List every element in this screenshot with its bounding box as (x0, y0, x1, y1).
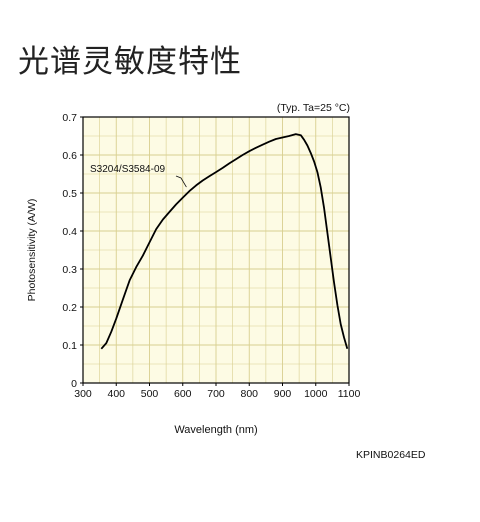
grid-lines (83, 117, 349, 383)
x-tick-label: 1000 (304, 388, 328, 400)
y-tick-label: 0.6 (62, 150, 77, 162)
x-tick-label: 800 (240, 388, 258, 400)
annotation-leader-line (175, 175, 187, 188)
x-tick-label: 1100 (338, 388, 361, 400)
x-axis-label: Wavelength (nm) (174, 424, 257, 436)
x-tick-label: 600 (174, 388, 192, 400)
curve-S3204-S3584-09 (100, 133, 349, 350)
x-tick-label: 300 (74, 388, 92, 400)
y-tick-label: 0.4 (62, 226, 77, 238)
x-tick-label: 900 (274, 388, 292, 400)
y-tick-label: 0.7 (62, 112, 77, 124)
x-tick-label: 400 (107, 388, 125, 400)
y-tick-label: 0.3 (62, 264, 77, 276)
x-tick-label: 700 (207, 388, 225, 400)
condition-label: (Typ. Ta=25 °C) (277, 102, 350, 114)
y-tick-label: 0 (71, 378, 77, 390)
y-tick-label: 0.1 (62, 340, 77, 352)
document-code: KPINB0264ED (356, 449, 426, 461)
y-axis-label: Photosensitivity (A/W) (26, 199, 38, 302)
page-heading: 光谱灵敏度特性 (18, 44, 242, 80)
series-annotation-label: S3204/S3584-09 (90, 164, 166, 175)
y-axis-ticks: 0 0.1 0.2 0.3 0.4 0.5 0.6 0.7 (62, 112, 83, 390)
y-tick-label: 0.5 (62, 188, 77, 200)
x-tick-label: 500 (141, 388, 159, 400)
x-axis-ticks: 300 400 500 600 700 800 900 1000 1100 (74, 383, 360, 400)
y-tick-label: 0.2 (62, 302, 77, 314)
